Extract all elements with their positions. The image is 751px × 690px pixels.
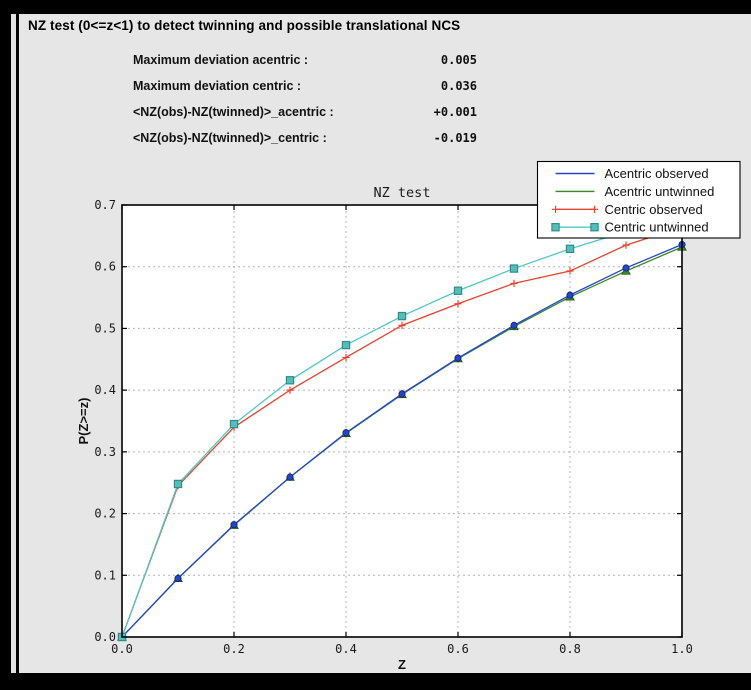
y-axis-label: P(Z>=z): [76, 398, 91, 445]
chart-text: 0.0: [111, 642, 133, 656]
legend-item-acentric-observed: Acentric observed: [555, 166, 709, 181]
legend-label: Acentric untwinned: [605, 184, 715, 199]
legend: Acentric observed Acentric untwinned Centr…: [536, 160, 741, 239]
chart-text: 1.0: [671, 642, 693, 656]
stat-value: 0.005: [440, 53, 477, 67]
chart-text: 0.2: [94, 507, 116, 521]
chart-text: 0.4: [94, 383, 116, 397]
stat-value: +0.001: [433, 105, 477, 119]
legend-item-centric-observed: Centric observed: [551, 202, 703, 217]
stat-label: Maximum deviation centric :: [133, 79, 302, 93]
legend-label: Centric observed: [605, 202, 703, 217]
legend-box: [536, 160, 741, 239]
stat-label: <NZ(obs)-NZ(twinned)>_centric :: [133, 131, 327, 145]
stat-label: Maximum deviation acentric :: [133, 53, 309, 67]
stat-row-max-dev-acentric: Maximum deviation acentric : 0.005: [133, 50, 477, 76]
chart-text: 0.8: [559, 642, 581, 656]
chart-title: NZ test: [374, 185, 431, 201]
plot-frame: [121, 204, 683, 638]
chart-text: 0.3: [94, 445, 116, 459]
plot-area: [122, 205, 682, 637]
stat-value: -0.019: [433, 131, 477, 145]
stat-label: <NZ(obs)-NZ(twinned)>_acentric :: [133, 105, 334, 119]
stat-row-max-dev-centric: Maximum deviation centric : 0.036: [133, 76, 477, 102]
series-acentric-observed: [118, 240, 686, 641]
chart-text: 0.6: [447, 642, 469, 656]
statistics-block: Maximum deviation acentric : 0.005 Maxim…: [133, 50, 477, 154]
chart-text: 0.7: [94, 198, 116, 212]
page-title: NZ test (0<=z<1) to detect twinning and …: [28, 18, 461, 33]
chart-text: 0.0: [94, 630, 116, 644]
gridlines: [123, 206, 681, 636]
x-axis-label: Z: [398, 657, 406, 672]
chart-text: 0.5: [94, 321, 116, 335]
x-tick-labels: 0.0 0.2 0.4 0.6 0.8 1.0: [111, 642, 693, 656]
legend-item-centric-untwinned: Centric untwinned: [551, 220, 709, 235]
chart-text: 0.6: [94, 260, 116, 274]
legend-item-acentric-untwinned: Acentric untwinned: [555, 184, 715, 199]
stat-row-mean-dev-centric: <NZ(obs)-NZ(twinned)>_centric : -0.019: [133, 128, 477, 154]
legend-label: Acentric observed: [605, 166, 709, 181]
chart-text: 0.1: [94, 568, 116, 582]
chart-text: 0.4: [335, 642, 357, 656]
chart-text: 0.2: [223, 642, 245, 656]
legend-label: Centric untwinned: [605, 220, 709, 235]
stat-row-mean-dev-acentric: <NZ(obs)-NZ(twinned)>_acentric : +0.001: [133, 102, 477, 128]
stat-value: 0.036: [440, 79, 477, 93]
y-tick-labels: 0.0 0.1 0.2 0.3 0.4 0.5 0.6 0.7: [94, 198, 116, 644]
left-panel-edge: [11, 14, 16, 673]
